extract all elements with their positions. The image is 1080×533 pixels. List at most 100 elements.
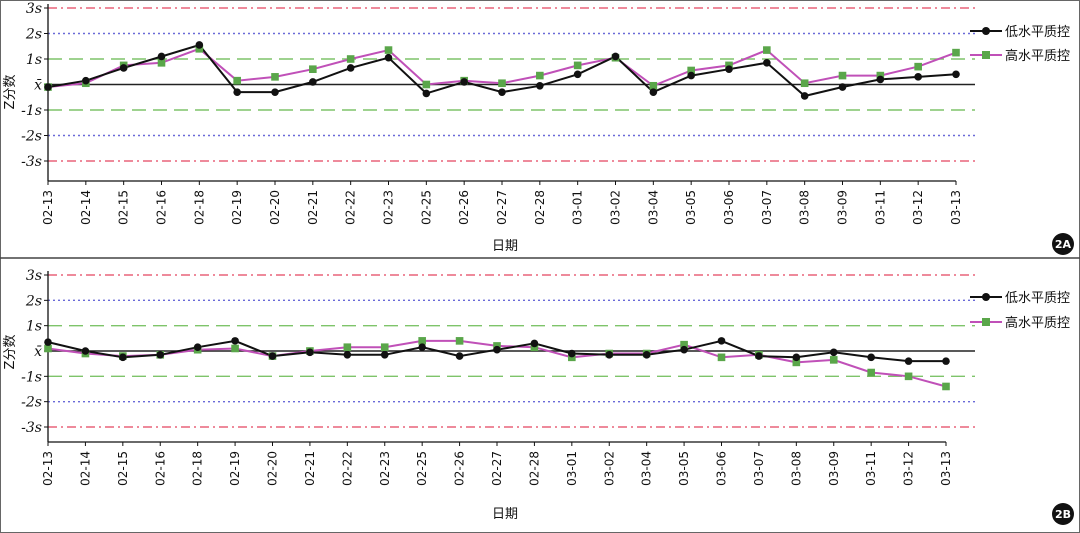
data-point-low bbox=[193, 343, 202, 352]
data-point-low bbox=[44, 338, 52, 346]
data-point-low bbox=[530, 339, 539, 348]
data-point-low bbox=[119, 353, 127, 362]
data-point-low bbox=[829, 348, 838, 357]
legend: 低水平质控 高水平质控 bbox=[970, 25, 1070, 64]
x-tick-label: 02-28 bbox=[533, 190, 547, 225]
data-point-low bbox=[755, 352, 763, 360]
legend-marker-low bbox=[982, 293, 990, 301]
legend-label-high: 高水平质控 bbox=[1005, 315, 1070, 331]
data-point-high bbox=[346, 55, 355, 63]
x-tick-label: 02-16 bbox=[155, 190, 169, 225]
panel-badge-2b: 2B bbox=[1052, 503, 1074, 525]
data-point-low bbox=[611, 52, 620, 61]
data-point-low bbox=[904, 357, 913, 365]
reference-lines bbox=[48, 7, 975, 162]
x-tick-label: 02-28 bbox=[527, 451, 541, 486]
x-tick-label: 03-02 bbox=[609, 190, 623, 225]
x-tick-label: 02-14 bbox=[79, 190, 93, 225]
data-point-high bbox=[536, 71, 544, 80]
data-point-high bbox=[876, 71, 885, 80]
data-point-low bbox=[942, 357, 950, 365]
data-point-low bbox=[792, 353, 801, 362]
x-tick-label: 03-11 bbox=[864, 451, 878, 486]
x-tick-label: 03-12 bbox=[902, 451, 916, 486]
data-point-high bbox=[914, 62, 922, 71]
x-tick-label: 02-19 bbox=[228, 451, 242, 486]
data-point-low bbox=[422, 89, 431, 98]
x-tick-label: 02-25 bbox=[415, 451, 429, 486]
x-tick-label: 03-12 bbox=[911, 190, 925, 225]
data-point-high bbox=[498, 79, 506, 88]
x-tick-label: 03-08 bbox=[798, 190, 812, 225]
data-point-high bbox=[725, 61, 733, 70]
x-tick-label: 02-15 bbox=[116, 451, 130, 486]
x-tick-label: 02-20 bbox=[268, 190, 282, 225]
data-point-high bbox=[157, 59, 166, 67]
y-tick-label: -3s bbox=[21, 420, 42, 436]
data-point-low bbox=[573, 70, 582, 79]
data-point-high bbox=[867, 368, 875, 377]
x-tick-label: 02-23 bbox=[382, 190, 396, 225]
panel-badge-2a: 2A bbox=[1052, 233, 1074, 255]
legend: 低水平质控 高水平质控 bbox=[970, 291, 1070, 331]
x-tick-label: 02-27 bbox=[490, 451, 504, 486]
data-point-low bbox=[914, 73, 922, 81]
data-point-low bbox=[157, 52, 166, 61]
data-point-low bbox=[493, 345, 501, 354]
y-tick-labels: 3s 2s 1s x̄ -1s -2s -3s bbox=[21, 1, 48, 170]
data-point-low bbox=[498, 88, 506, 96]
x-tick-label: 02-26 bbox=[453, 451, 467, 486]
data-point-low bbox=[233, 88, 241, 96]
x-tick-label: 02-25 bbox=[419, 190, 433, 225]
y-tick-label: 2s bbox=[25, 27, 42, 43]
data-point-low bbox=[725, 65, 733, 73]
x-axis-label: 日期 bbox=[492, 239, 518, 254]
data-point-low bbox=[838, 83, 847, 91]
x-tick-label: 02-22 bbox=[340, 451, 354, 486]
data-point-low bbox=[876, 75, 885, 84]
data-point-low bbox=[800, 92, 809, 100]
data-point-high bbox=[680, 340, 688, 349]
x-tick-label: 03-04 bbox=[646, 190, 660, 225]
legend-marker-low bbox=[982, 27, 990, 35]
data-point-high bbox=[717, 353, 726, 362]
data-point-low bbox=[343, 351, 352, 359]
data-point-low bbox=[687, 71, 695, 80]
y-tick-label: x̄ bbox=[34, 344, 42, 360]
y-tick-label: 1s bbox=[26, 52, 42, 68]
x-tick-label: 03-13 bbox=[939, 451, 953, 486]
y-tick-label: 2s bbox=[25, 293, 42, 309]
data-point-low bbox=[455, 352, 464, 360]
y-tick-label: 1s bbox=[26, 319, 42, 335]
legend-label-high: 高水平质控 bbox=[1005, 48, 1070, 64]
x-tick-label: 03-05 bbox=[684, 190, 698, 225]
data-point-high bbox=[418, 337, 426, 345]
x-tick-label: 03-05 bbox=[677, 451, 691, 486]
data-point-high bbox=[422, 80, 431, 89]
data-point-high bbox=[380, 343, 389, 351]
x-tick-label: 03-01 bbox=[571, 190, 585, 225]
x-tick-label: 03-09 bbox=[836, 190, 850, 225]
x-tick-labels: 02-13 02-14 02-15 02-16 02-18 02-19 02-20 02-21… bbox=[41, 442, 953, 486]
reference-lines bbox=[48, 274, 975, 428]
x-tick-label: 02-22 bbox=[344, 190, 358, 225]
y-tick-label: -3s bbox=[21, 154, 42, 170]
data-point-high bbox=[838, 71, 847, 80]
data-point-high bbox=[573, 61, 582, 70]
x-tick-label: 03-09 bbox=[827, 451, 841, 486]
x-tick-label: 03-01 bbox=[565, 451, 579, 486]
data-point-low bbox=[309, 78, 317, 86]
legend-marker-high bbox=[982, 51, 990, 59]
data-point-low bbox=[384, 53, 393, 62]
data-point-high bbox=[530, 343, 539, 351]
y-tick-label: x̄ bbox=[34, 78, 42, 94]
panel-badge-label: 2B bbox=[1055, 508, 1071, 521]
data-point-low bbox=[763, 59, 771, 67]
x-tick-label: 02-18 bbox=[192, 190, 206, 225]
data-point-low bbox=[568, 349, 576, 358]
data-point-low bbox=[952, 70, 960, 79]
x-tick-label: 03-13 bbox=[949, 190, 963, 225]
x-tick-label: 02-23 bbox=[378, 451, 392, 486]
x-tick-label: 03-07 bbox=[760, 190, 774, 225]
